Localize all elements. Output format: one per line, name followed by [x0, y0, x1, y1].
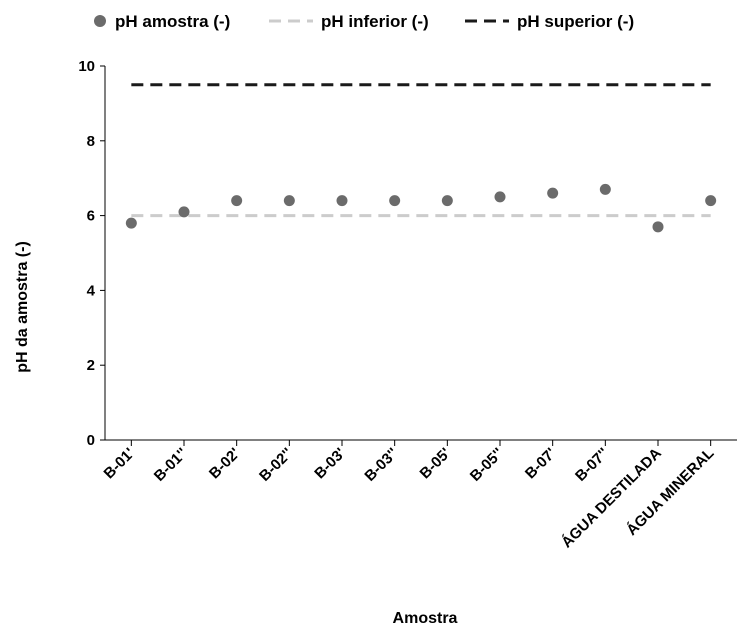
data-points: [125, 183, 717, 233]
data-point: [389, 195, 401, 207]
x-tick-label: B-03'': [361, 445, 401, 485]
x-tick-label: B-02'': [256, 445, 296, 485]
data-point: [547, 187, 559, 199]
x-tick-label: B-02': [206, 445, 244, 483]
legend-label-ph-superior: pH superior (-): [517, 12, 634, 31]
y-tick-label: 8: [87, 133, 95, 150]
x-tick-label: B-05'': [467, 445, 507, 485]
x-tick-label: B-07'': [572, 445, 612, 485]
legend-label-ph-inferior: pH inferior (-): [321, 12, 429, 31]
x-tick-label: B-01'': [151, 445, 191, 485]
data-point: [178, 206, 190, 218]
reference-lines: [131, 83, 711, 218]
data-point: [705, 195, 717, 207]
data-point: [599, 183, 611, 195]
x-tick-label: B-05': [417, 445, 455, 483]
data-point: [494, 191, 506, 203]
data-point: [283, 195, 295, 207]
x-tick-label: ÁGUA DESTILADA: [558, 445, 665, 552]
y-tick-label: 6: [87, 208, 95, 225]
y-tick-label: 2: [87, 357, 95, 374]
data-point: [231, 195, 243, 207]
x-tick-label: B-07': [522, 445, 560, 483]
y-tick-label: 0: [87, 432, 95, 449]
data-point: [336, 195, 348, 207]
legend-marker-ph-amostra: [94, 15, 106, 27]
y-tick-label: 4: [87, 282, 96, 299]
data-point: [441, 195, 453, 207]
y-tick-label: 10: [78, 58, 95, 75]
x-axis-title: Amostra: [393, 610, 458, 625]
y-axis-title: pH da amostra (-): [14, 241, 31, 373]
x-tick-label: B-01': [101, 445, 139, 483]
x-tick-label: B-03': [311, 445, 349, 483]
data-point: [652, 221, 664, 233]
legend: pH amostra (-) pH inferior (-) pH superi…: [94, 12, 634, 31]
legend-label-ph-amostra: pH amostra (-): [115, 12, 230, 31]
y-axis: 0 2 4 6 8 10: [78, 58, 106, 449]
data-point: [125, 217, 137, 229]
x-axis: B-01' B-01'' B-02' B-02'' B-03' B-03'' B-05' B-…: [101, 439, 737, 552]
